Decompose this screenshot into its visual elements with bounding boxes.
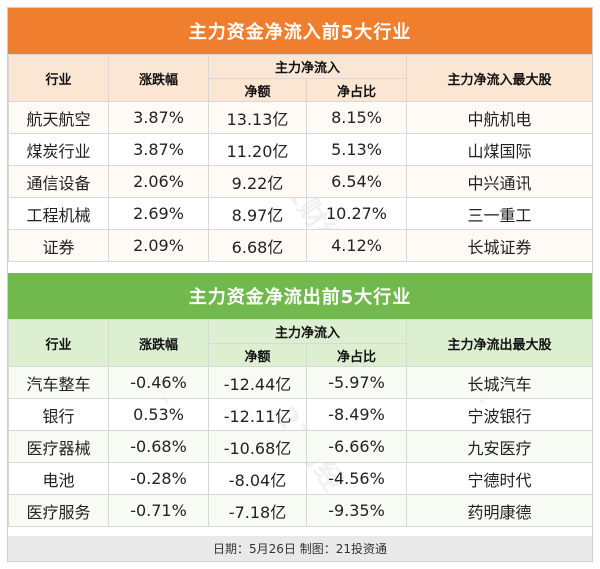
change-cell: -0.28% [108,462,209,495]
table-row: 医疗器械 -0.68% -10.68亿 -6.66% 九安医疗 [8,430,592,463]
table-row: 证券 2.09% 6.68亿 4.12% 长城证券 [8,229,592,262]
change-cell: 2.09% [108,229,209,262]
stock-cell: 三一重工 [406,197,592,230]
amount-cell: -12.44亿 [208,366,307,399]
inflow-title: 主力资金净流入前5大行业 [8,8,592,54]
ratio-cell: 5.13% [305,133,408,166]
footer-credit: 日期：5月26日 制图：21投资通 [8,536,592,561]
change-cell: 3.87% [108,101,209,134]
amount-cell: -7.18亿 [208,494,307,527]
table-row: 电池 -0.28% -8.04亿 -4.56% 宁德时代 [8,462,592,495]
outflow-title: 主力资金净流出前5大行业 [8,273,592,319]
change-cell: 0.53% [108,398,209,431]
change-cell: -0.68% [108,430,209,463]
amount-cell: -12.11亿 [208,398,307,431]
amount-cell: 9.22亿 [208,165,307,198]
ratio-cell: -6.66% [305,430,408,463]
ratio-cell: -4.56% [305,462,408,495]
header-industry: 行业 [8,319,109,367]
header-net-amount: 净额 [208,78,307,102]
industry-cell: 工程机械 [8,197,109,230]
stock-cell: 山煤国际 [406,133,592,166]
amount-cell: 8.97亿 [208,197,307,230]
header-net-amount: 净额 [208,343,307,367]
change-cell: -0.46% [108,366,209,399]
table-row: 银行 0.53% -12.11亿 -8.49% 宁波银行 [8,398,592,431]
change-cell: 2.06% [108,165,209,198]
inflow-table: 行业 涨跌幅 主力净流入 主力净流入最大股 净额 净占比 航天航空 3.87% … [8,54,592,262]
table-row: 煤炭行业 3.87% 11.20亿 5.13% 山煤国际 [8,133,592,166]
header-industry: 行业 [8,54,109,102]
data-card: 21财经 21财经 21财经 21财经 21财经 21财经 主力资金净流入前5大… [7,7,593,562]
amount-cell: 13.13亿 [208,101,307,134]
header-change: 涨跌幅 [108,54,209,102]
stock-cell: 中兴通讯 [406,165,592,198]
change-cell: 3.87% [108,133,209,166]
amount-cell: 6.68亿 [208,229,307,262]
outflow-table: 行业 涨跌幅 主力净流入 主力净流出最大股 净额 净占比 汽车整车 -0.46%… [8,319,592,527]
change-cell: 2.69% [108,197,209,230]
ratio-cell: 6.54% [305,165,408,198]
amount-cell: -8.04亿 [208,462,307,495]
table-row: 通信设备 2.06% 9.22亿 6.54% 中兴通讯 [8,165,592,198]
header-top-stock: 主力净流入最大股 [406,54,592,102]
header-net-ratio: 净占比 [305,343,408,367]
amount-cell: -10.68亿 [208,430,307,463]
industry-cell: 证券 [8,229,109,262]
stock-cell: 长城汽车 [406,366,592,399]
ratio-cell: 4.12% [305,229,408,262]
stock-cell: 中航机电 [406,101,592,134]
industry-cell: 医疗器械 [8,430,109,463]
table-row: 汽车整车 -0.46% -12.44亿 -5.97% 长城汽车 [8,366,592,399]
table-row: 医疗服务 -0.71% -7.18亿 -9.35% 药明康德 [8,494,592,527]
stock-cell: 长城证券 [406,229,592,262]
change-cell: -0.71% [108,494,209,527]
industry-cell: 医疗服务 [8,494,109,527]
header-net-group: 主力净流入 [207,54,408,79]
ratio-cell: -8.49% [305,398,408,431]
header-top-stock: 主力净流出最大股 [406,319,592,367]
header-net-ratio: 净占比 [305,78,408,102]
amount-cell: 11.20亿 [208,133,307,166]
table-row: 工程机械 2.69% 8.97亿 10.27% 三一重工 [8,197,592,230]
industry-cell: 汽车整车 [8,366,109,399]
stock-cell: 宁波银行 [406,398,592,431]
ratio-cell: 8.15% [305,101,408,134]
stock-cell: 九安医疗 [406,430,592,463]
ratio-cell: -5.97% [305,366,408,399]
stock-cell: 药明康德 [406,494,592,527]
industry-cell: 通信设备 [8,165,109,198]
ratio-cell: 10.27% [305,197,408,230]
industry-cell: 航天航空 [8,101,109,134]
table-row: 航天航空 3.87% 13.13亿 8.15% 中航机电 [8,101,592,134]
header-change: 涨跌幅 [108,319,209,367]
industry-cell: 煤炭行业 [8,133,109,166]
stock-cell: 宁德时代 [406,462,592,495]
header-net-group: 主力净流入 [207,319,408,344]
industry-cell: 银行 [8,398,109,431]
industry-cell: 电池 [8,462,109,495]
ratio-cell: -9.35% [305,494,408,527]
